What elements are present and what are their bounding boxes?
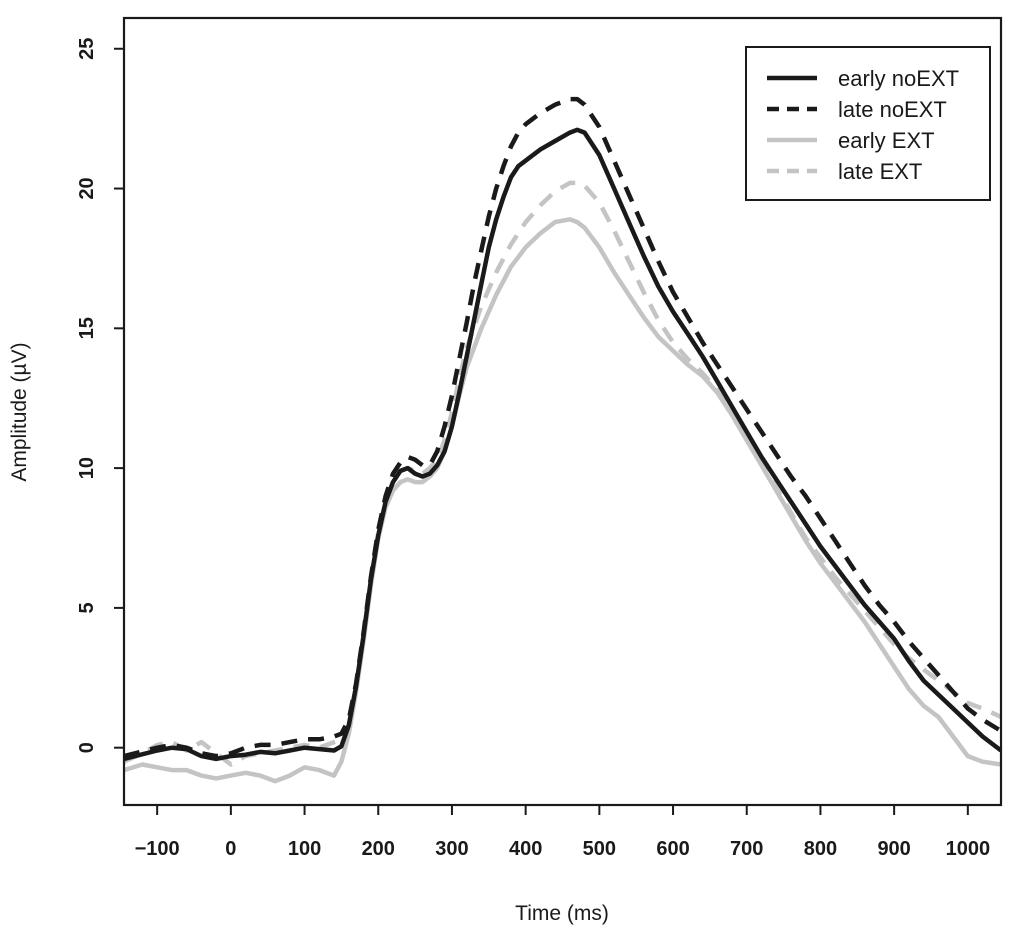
plot-frame <box>122 16 1003 807</box>
x-tick-label: 800 <box>804 838 837 860</box>
x-axis-title: Time (ms) <box>515 902 609 925</box>
x-tick-label: 600 <box>656 838 689 860</box>
x-tick-label: −100 <box>135 838 180 860</box>
x-tick-label: 500 <box>583 838 616 860</box>
legend-label-late-ext: late EXT <box>838 159 922 184</box>
y-tick-label: 5 <box>76 602 98 613</box>
series-line-late-noext <box>123 96 1003 759</box>
series-line-early-ext <box>123 217 1002 784</box>
y-tick-label: 15 <box>76 317 98 339</box>
y-tick-label: 10 <box>76 457 98 479</box>
x-tick-label: 300 <box>435 838 468 860</box>
y-tick-label: 20 <box>76 177 98 199</box>
x-tick-label: 200 <box>362 838 395 860</box>
legend-box <box>745 46 991 201</box>
legend-label-late-noext: late noEXT <box>838 97 947 122</box>
y-tick-label: 0 <box>76 742 98 753</box>
legend-label-early-noext: early noEXT <box>838 66 959 91</box>
x-tick-label: 700 <box>730 838 763 860</box>
axis-layer: −100 0 100 200 300 400 500 600 700 800 900 1000 0 5 10… <box>76 38 990 860</box>
y-tick-label: 25 <box>76 38 98 60</box>
series-layer <box>123 96 1003 784</box>
x-tick-label: 0 <box>225 838 236 860</box>
series-line-late-ext <box>123 180 1002 767</box>
x-tick-label: 1000 <box>946 838 991 860</box>
series-line-early-noext <box>123 127 1003 762</box>
x-tick-label: 400 <box>509 838 542 860</box>
x-tick-label: 100 <box>288 838 321 860</box>
x-tick-label: 900 <box>877 838 910 860</box>
legend-label-early-ext: early EXT <box>838 128 935 153</box>
legend: early noEXT late noEXT early EXT late EX… <box>745 46 991 201</box>
y-axis-title: Amplitude (µV) <box>8 342 31 481</box>
